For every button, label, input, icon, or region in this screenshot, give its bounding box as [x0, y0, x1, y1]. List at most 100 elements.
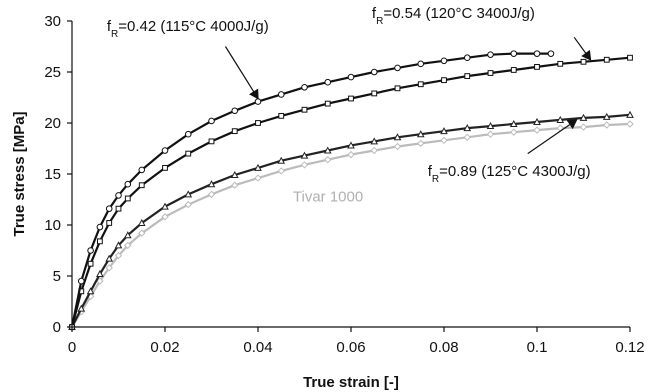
- data-point: [487, 70, 494, 76]
- data-point: [114, 241, 123, 249]
- data-point: [417, 60, 425, 68]
- data-point: [324, 78, 332, 86]
- annotation-text: =0.54 (120°C 3400J/g): [383, 5, 535, 22]
- data-point: [393, 142, 402, 151]
- annotation-layer: fR=0.42 (115°C 4000J/g)fR=0.54 (120°C 34…: [107, 5, 592, 206]
- y-tick-label: 20: [44, 115, 61, 132]
- data-point: [207, 190, 216, 199]
- data-point: [255, 120, 261, 126]
- data-point: [347, 150, 355, 159]
- y-tick-label: 25: [44, 64, 61, 81]
- data-point: [626, 110, 634, 118]
- x-tick-label: 0.02: [150, 339, 179, 356]
- data-point: [348, 95, 354, 102]
- data-point: [533, 117, 541, 125]
- data-point: [441, 77, 447, 84]
- data-point: [207, 180, 216, 188]
- data-point: [487, 51, 494, 58]
- data-point: [277, 91, 285, 98]
- data-point: [440, 127, 448, 135]
- y-tick-label: 10: [44, 217, 61, 234]
- data-point: [87, 260, 94, 267]
- data-point: [370, 137, 379, 145]
- data-point: [440, 57, 448, 65]
- annotation-text: =0.42 (115°C 4000J/g): [118, 18, 268, 35]
- data-point: [138, 182, 145, 189]
- data-point: [370, 68, 378, 76]
- data-point: [184, 200, 192, 209]
- data-point: [510, 67, 517, 73]
- data-point: [277, 167, 285, 175]
- annotation-arrow: [527, 119, 578, 155]
- data-point: [231, 128, 238, 135]
- y-tick-label: 30: [44, 13, 61, 30]
- annotation-text: R: [111, 29, 118, 40]
- data-point: [300, 151, 309, 159]
- y-tick-label: 15: [44, 166, 61, 183]
- data-point: [603, 121, 611, 129]
- series-0: [68, 50, 555, 331]
- data-point: [105, 205, 113, 212]
- data-point: [417, 81, 424, 88]
- data-point: [547, 50, 555, 57]
- data-point: [124, 241, 132, 250]
- x-tick-label: 0.08: [429, 339, 458, 356]
- data-point: [184, 190, 193, 198]
- data-point: [463, 124, 472, 132]
- data-point: [77, 304, 86, 312]
- annotation-label: fR=0.89 (125°C 4300J/g): [428, 163, 591, 185]
- annotation-text: f: [428, 163, 433, 180]
- annotation-text: R: [376, 15, 383, 26]
- data-point: [371, 90, 378, 97]
- data-point: [464, 73, 471, 79]
- data-point: [231, 107, 239, 115]
- data-point: [627, 54, 633, 61]
- annotation-text: R: [432, 174, 439, 185]
- data-point: [510, 50, 518, 57]
- data-point: [556, 115, 565, 123]
- annotation-arrow: [573, 36, 592, 61]
- series-2: [68, 110, 634, 330]
- data-point: [393, 133, 402, 141]
- data-point: [254, 174, 262, 182]
- data-point: [208, 117, 215, 125]
- data-point: [97, 238, 103, 245]
- data-point: [106, 220, 113, 226]
- data-point: [230, 170, 239, 179]
- data-point: [301, 106, 308, 113]
- annotation-label: Tivar 1000: [293, 189, 363, 206]
- data-point: [105, 264, 113, 272]
- y-tick-label: 0: [53, 319, 61, 336]
- x-tick-label: 0.06: [336, 339, 365, 356]
- series-3: [68, 120, 634, 331]
- data-point: [254, 98, 262, 105]
- data-point: [324, 100, 331, 107]
- data-point: [417, 139, 425, 148]
- data-point: [185, 150, 192, 157]
- data-point: [124, 195, 131, 202]
- data-point: [86, 287, 95, 295]
- data-point: [278, 112, 285, 119]
- data-point: [123, 231, 132, 239]
- data-point: [533, 126, 541, 134]
- data-point: [161, 213, 169, 221]
- data-point: [115, 205, 122, 212]
- data-point: [486, 130, 495, 138]
- data-point: [557, 60, 564, 67]
- data-point: [440, 136, 448, 145]
- data-point: [626, 120, 634, 128]
- y-tick-label: 5: [53, 268, 61, 285]
- data-point: [161, 202, 169, 210]
- data-point: [463, 54, 471, 62]
- data-point: [87, 247, 94, 254]
- data-point: [78, 277, 85, 285]
- data-point: [96, 269, 104, 277]
- data-point: [324, 156, 332, 164]
- data-point: [394, 64, 401, 72]
- data-point: [115, 192, 122, 199]
- data-point: [231, 181, 239, 189]
- data-point: [184, 130, 192, 138]
- annotation-text: Tivar 1000: [293, 189, 363, 206]
- data-point: [394, 85, 401, 92]
- data-point: [603, 56, 610, 63]
